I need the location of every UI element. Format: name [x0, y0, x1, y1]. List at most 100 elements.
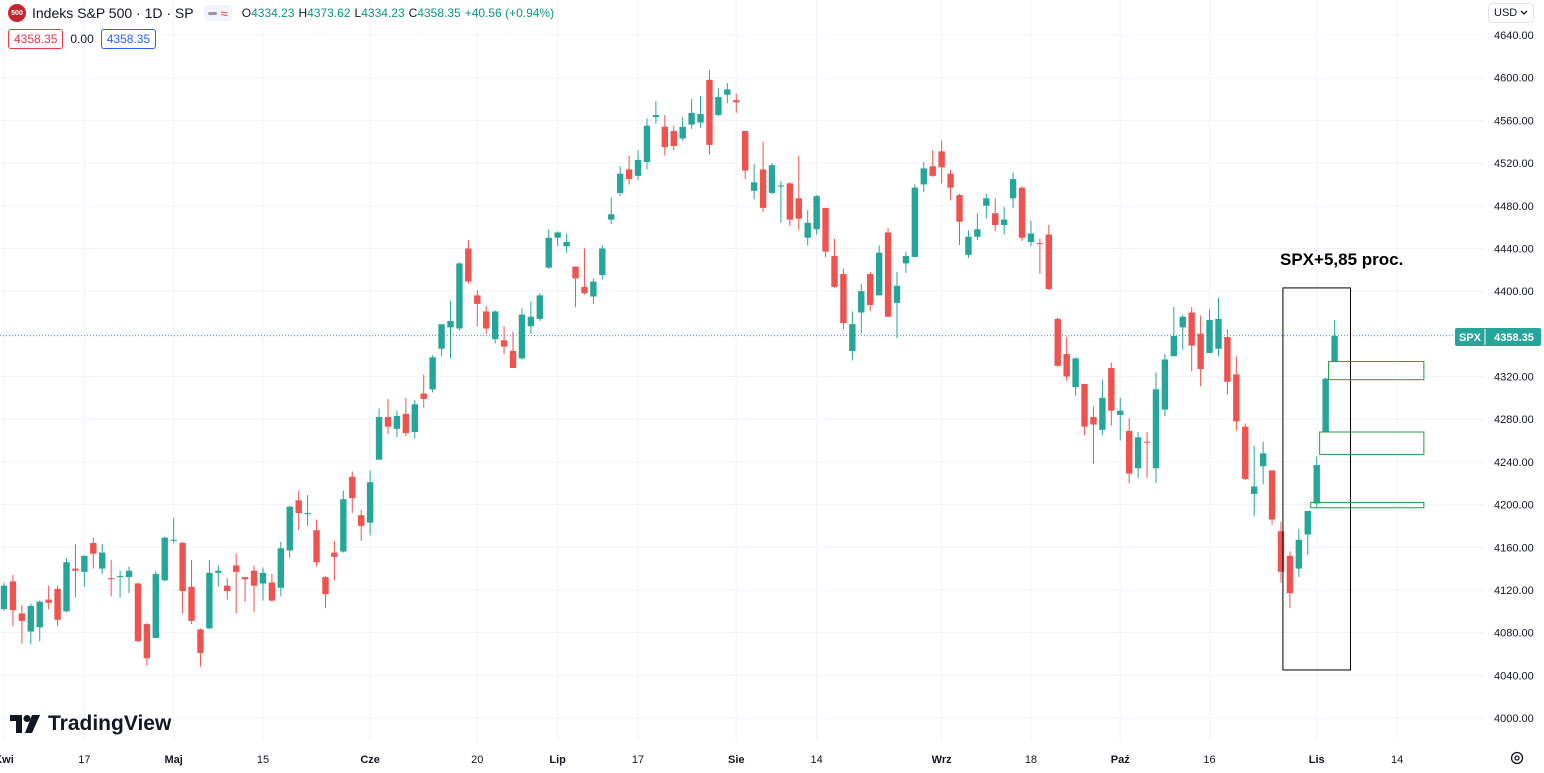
candle: [679, 117, 686, 141]
candle: [420, 374, 427, 408]
candle: [974, 213, 981, 240]
candle: [741, 131, 749, 180]
candle-body: [45, 599, 52, 603]
tradingview-logo[interactable]: TradingView: [10, 712, 171, 736]
candle-body: [116, 576, 124, 578]
candle: [366, 470, 374, 536]
candle-body: [509, 350, 517, 368]
price-tick-label: 4440.00: [1494, 243, 1534, 255]
buy-price[interactable]: 4358.35: [100, 29, 157, 49]
candle-body: [295, 500, 302, 514]
candle: [554, 231, 561, 247]
candle-body: [795, 198, 802, 219]
candle-body: [99, 552, 106, 569]
sell-price[interactable]: 4358.35: [8, 29, 64, 49]
candle: [777, 181, 785, 223]
candle-body: [1215, 318, 1222, 349]
candle: [0, 582, 8, 611]
price-tick-label: 4000.00: [1494, 713, 1534, 725]
candle: [1331, 319, 1338, 362]
candle: [572, 266, 579, 308]
time-tick-label: 14: [811, 754, 823, 766]
candle: [224, 578, 231, 600]
candle-body: [884, 232, 892, 317]
candle: [884, 228, 892, 317]
candle: [9, 574, 17, 627]
indicator-toggle[interactable]: ≈: [203, 5, 232, 21]
candle: [1206, 309, 1213, 354]
candle: [786, 182, 794, 227]
candle-body: [947, 173, 954, 188]
candle: [1251, 445, 1258, 517]
time-axis[interactable]: Kwi 17 Maj 15 Cze 20 Lip 17 Sie 14 Wrz 18 Paź 16 Lis 14: [0, 754, 1403, 766]
candle-body: [983, 198, 990, 206]
candle-body: [750, 182, 758, 191]
candle: [500, 326, 508, 355]
candle-body: [822, 207, 829, 252]
settings-icon[interactable]: [1509, 750, 1525, 766]
candle: [1152, 372, 1160, 484]
candle: [733, 93, 740, 113]
price-tick-label: 4120.00: [1494, 585, 1534, 597]
candle: [1090, 406, 1097, 465]
candle-body: [1331, 335, 1338, 362]
candle-body: [420, 393, 427, 399]
candle: [563, 233, 570, 253]
candle-body: [18, 613, 26, 621]
candle-body: [1170, 335, 1178, 357]
price-tick-label: 4600.00: [1494, 73, 1534, 85]
time-tick-label: 17: [632, 754, 644, 766]
candle: [518, 308, 526, 360]
sp500-logo[interactable]: 500: [8, 4, 26, 22]
candle-body: [215, 570, 222, 573]
candle: [295, 490, 302, 531]
candle: [340, 490, 347, 553]
candle: [992, 198, 999, 232]
gap-box: [1328, 361, 1425, 381]
price-tick-label: 4040.00: [1494, 670, 1534, 682]
candle: [1045, 224, 1053, 291]
candle-body: [1027, 233, 1035, 243]
candle-body: [402, 413, 410, 434]
candle-body: [1009, 179, 1017, 199]
currency-select[interactable]: USD: [1488, 3, 1534, 23]
candle: [840, 268, 847, 330]
candle: [1313, 456, 1320, 508]
price-tick-label: 4640.00: [1494, 30, 1534, 42]
price-axis[interactable]: 4000.00 4040.00 4080.00 4120.00 4160.00 4200.…: [1494, 30, 1534, 725]
candle-body: [1054, 318, 1061, 366]
time-tick-label: Sie: [728, 754, 745, 766]
candle: [590, 278, 597, 304]
candle: [929, 150, 936, 177]
price-tag-value: 4358.35: [1494, 332, 1534, 344]
candle: [947, 169, 954, 201]
close-value: 4358.35: [417, 6, 461, 20]
candle: [1081, 383, 1088, 436]
grid-lines: [0, 0, 1485, 740]
candle: [375, 408, 383, 460]
candle-body: [72, 568, 79, 571]
high-value: 4373.62: [307, 6, 351, 20]
candle: [63, 557, 70, 613]
candle: [911, 184, 919, 257]
candle-body: [724, 89, 731, 95]
candle: [313, 519, 320, 567]
candle-body: [1117, 410, 1124, 415]
candle-body: [232, 565, 240, 572]
candle-body: [456, 263, 463, 329]
candle: [1322, 377, 1329, 432]
candle-body: [875, 252, 883, 296]
candle-body: [974, 229, 981, 237]
candle: [1009, 172, 1017, 208]
time-tick-label: Lip: [549, 754, 566, 766]
candle: [411, 399, 418, 439]
candle: [1036, 238, 1044, 275]
candle-body: [161, 537, 168, 581]
symbol-title[interactable]: Indeks S&P 500 · 1D · SP: [32, 5, 194, 21]
candle-body: [358, 515, 365, 526]
candle-body: [411, 404, 418, 432]
candle: [259, 567, 267, 601]
candle-body: [286, 506, 293, 551]
tradingview-icon: [10, 715, 40, 733]
